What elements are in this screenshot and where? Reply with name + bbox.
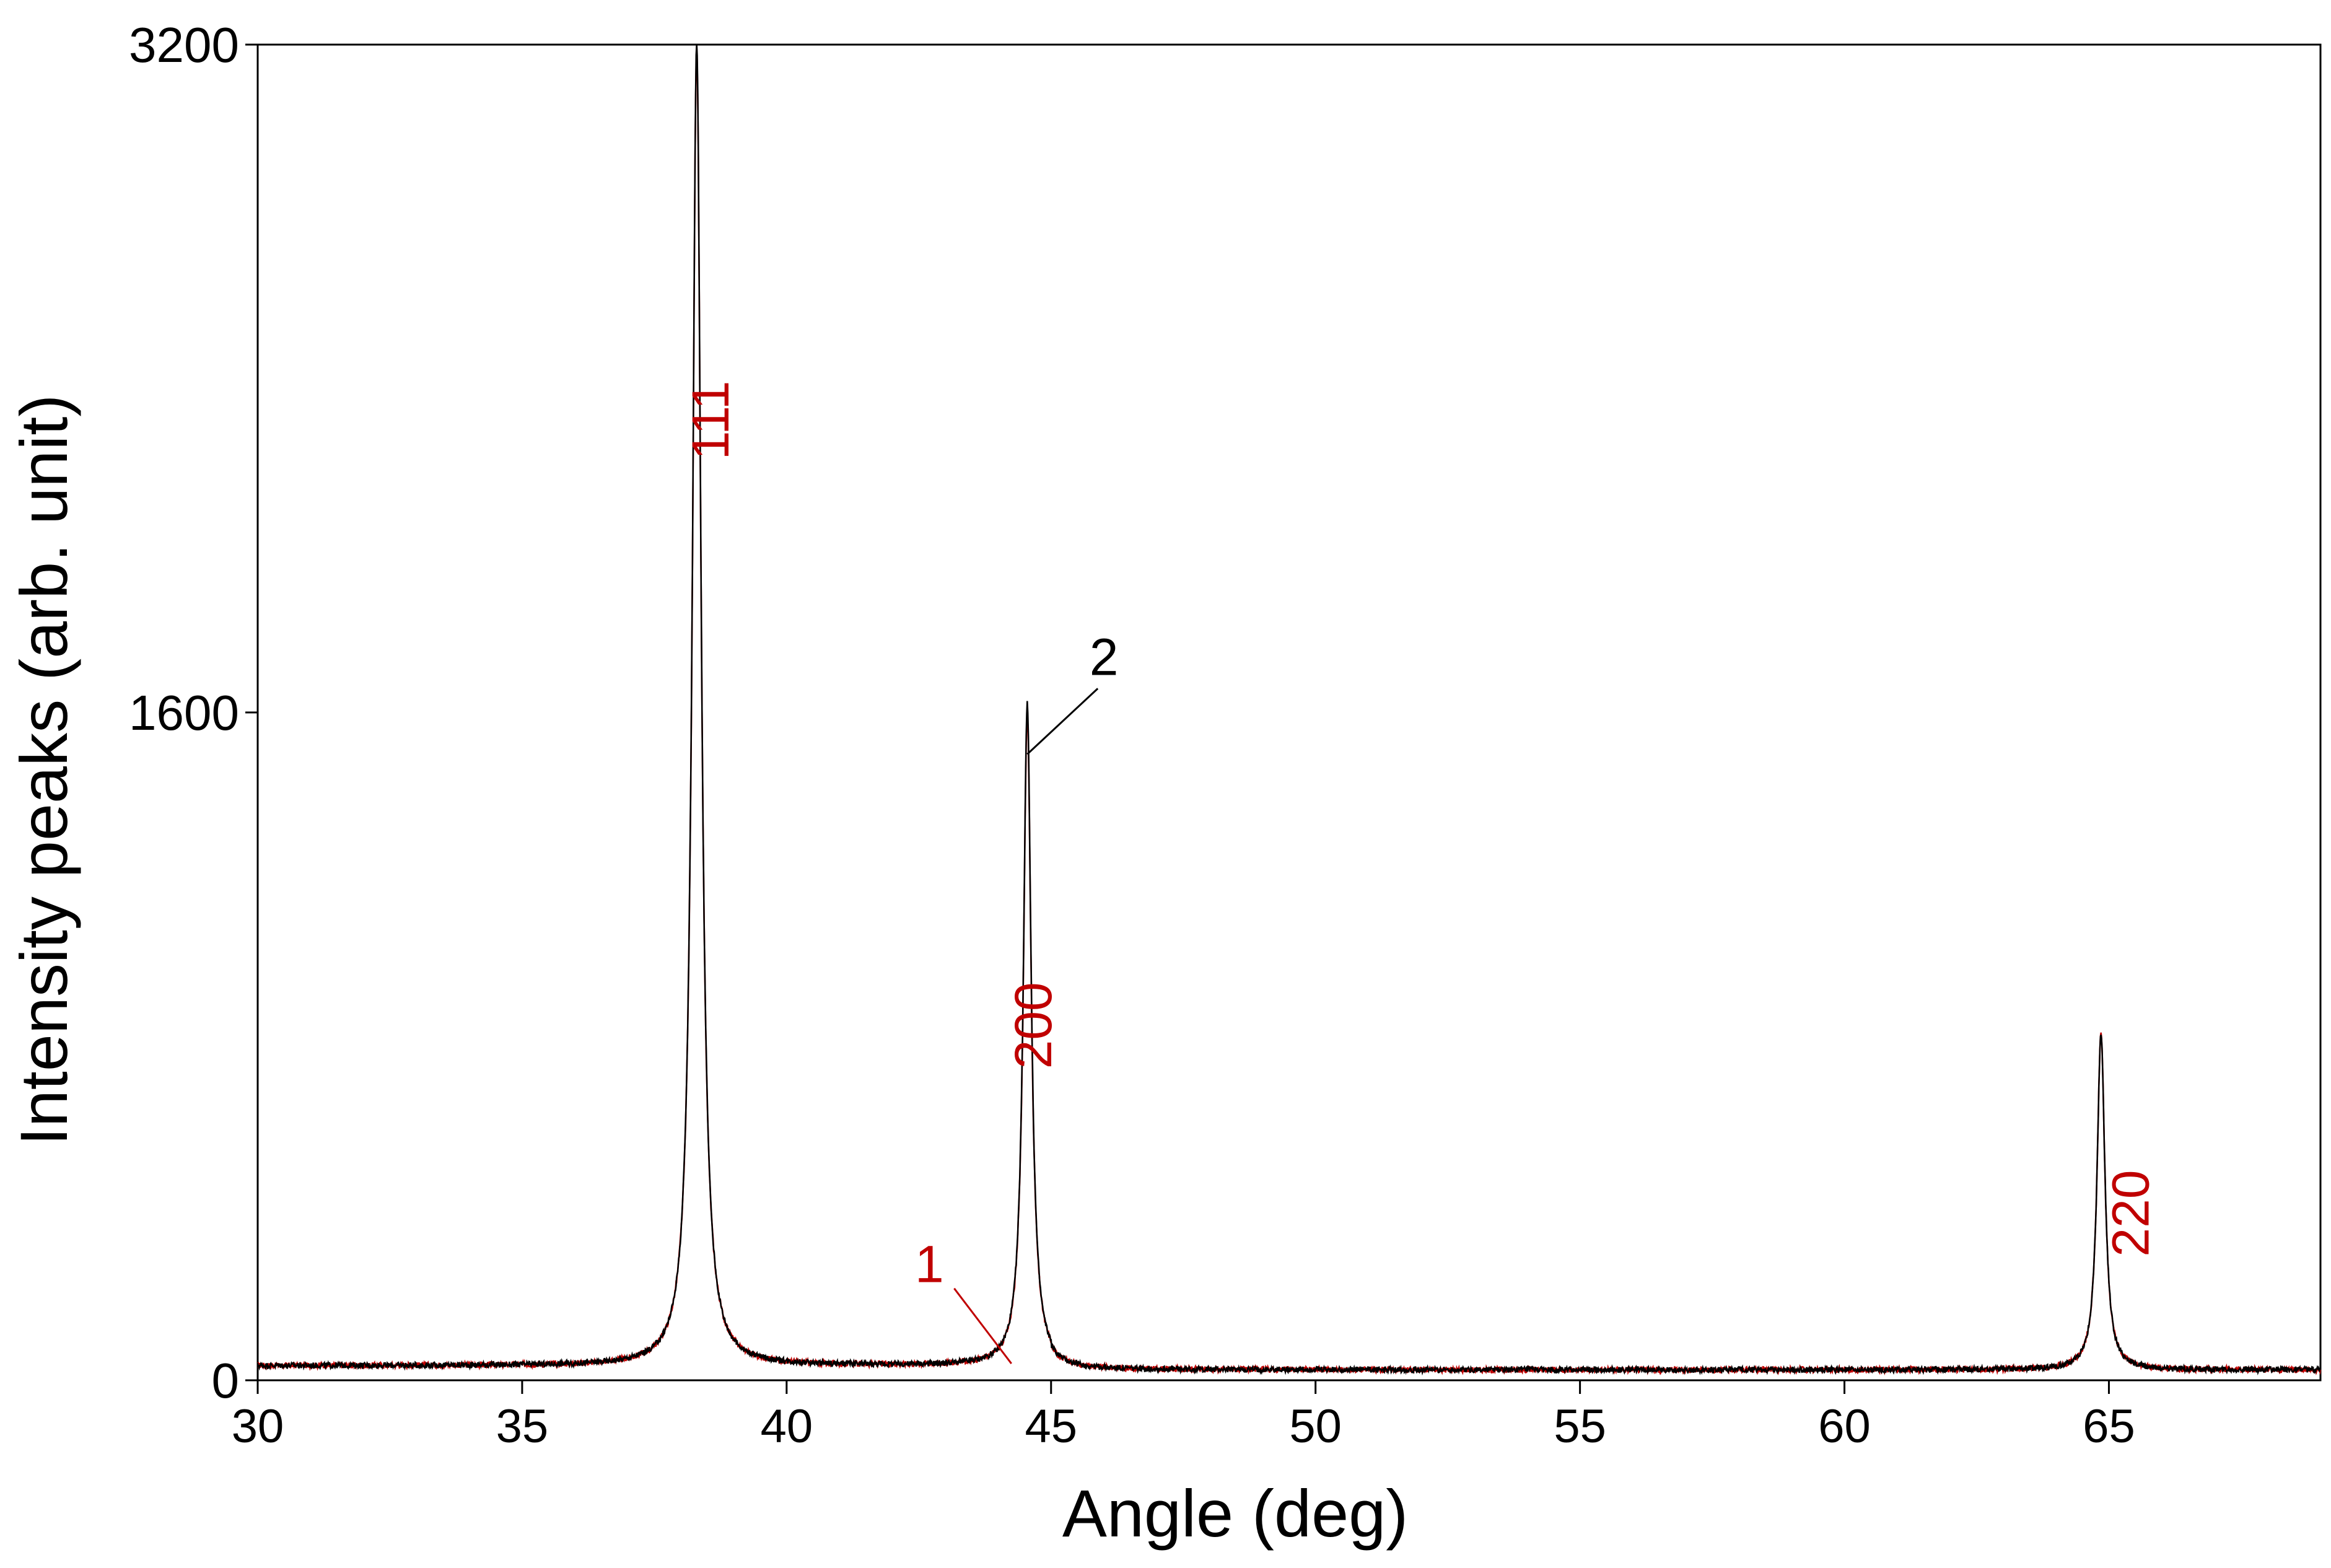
- y-tick-group: 0 1600 3200: [129, 17, 258, 1408]
- x-tick-label: 65: [2083, 1400, 2135, 1453]
- x-tick-label: 50: [1289, 1400, 1342, 1453]
- y-tick-label: 3200: [129, 17, 239, 72]
- series-line: [257, 46, 2322, 1376]
- series-group: [256, 44, 2322, 1376]
- x-axis-label: Angle (deg): [1062, 1476, 1408, 1551]
- y-tick-label: 1600: [129, 685, 239, 740]
- series-label: 1: [915, 1235, 944, 1294]
- series-label: 2: [1090, 628, 1119, 686]
- series-line: [256, 44, 2322, 1376]
- series-leader-line: [953, 1287, 1012, 1364]
- x-tick-label: 30: [232, 1400, 284, 1453]
- x-tick-label: 35: [496, 1400, 549, 1453]
- x-tick-label: 55: [1554, 1400, 1606, 1453]
- x-tick-label: 40: [761, 1400, 813, 1453]
- plot-frame: [256, 43, 2322, 1382]
- series-leader-line: [1026, 688, 1099, 755]
- peak-label: 200: [1004, 982, 1062, 1069]
- y-axis-label: Intensity peaks (arb. unit): [6, 395, 81, 1146]
- peak-label: 111: [681, 381, 740, 460]
- annotation-group: 111 200 220 1 2: [681, 381, 2160, 1364]
- peak-label: 220: [2102, 1170, 2160, 1256]
- y-tick-label: 0: [212, 1353, 240, 1408]
- x-tick-group: 30 35 40 45 50 55 60 65: [232, 1380, 2135, 1453]
- x-tick-label: 45: [1025, 1400, 1077, 1453]
- x-tick-label: 60: [1818, 1400, 1871, 1453]
